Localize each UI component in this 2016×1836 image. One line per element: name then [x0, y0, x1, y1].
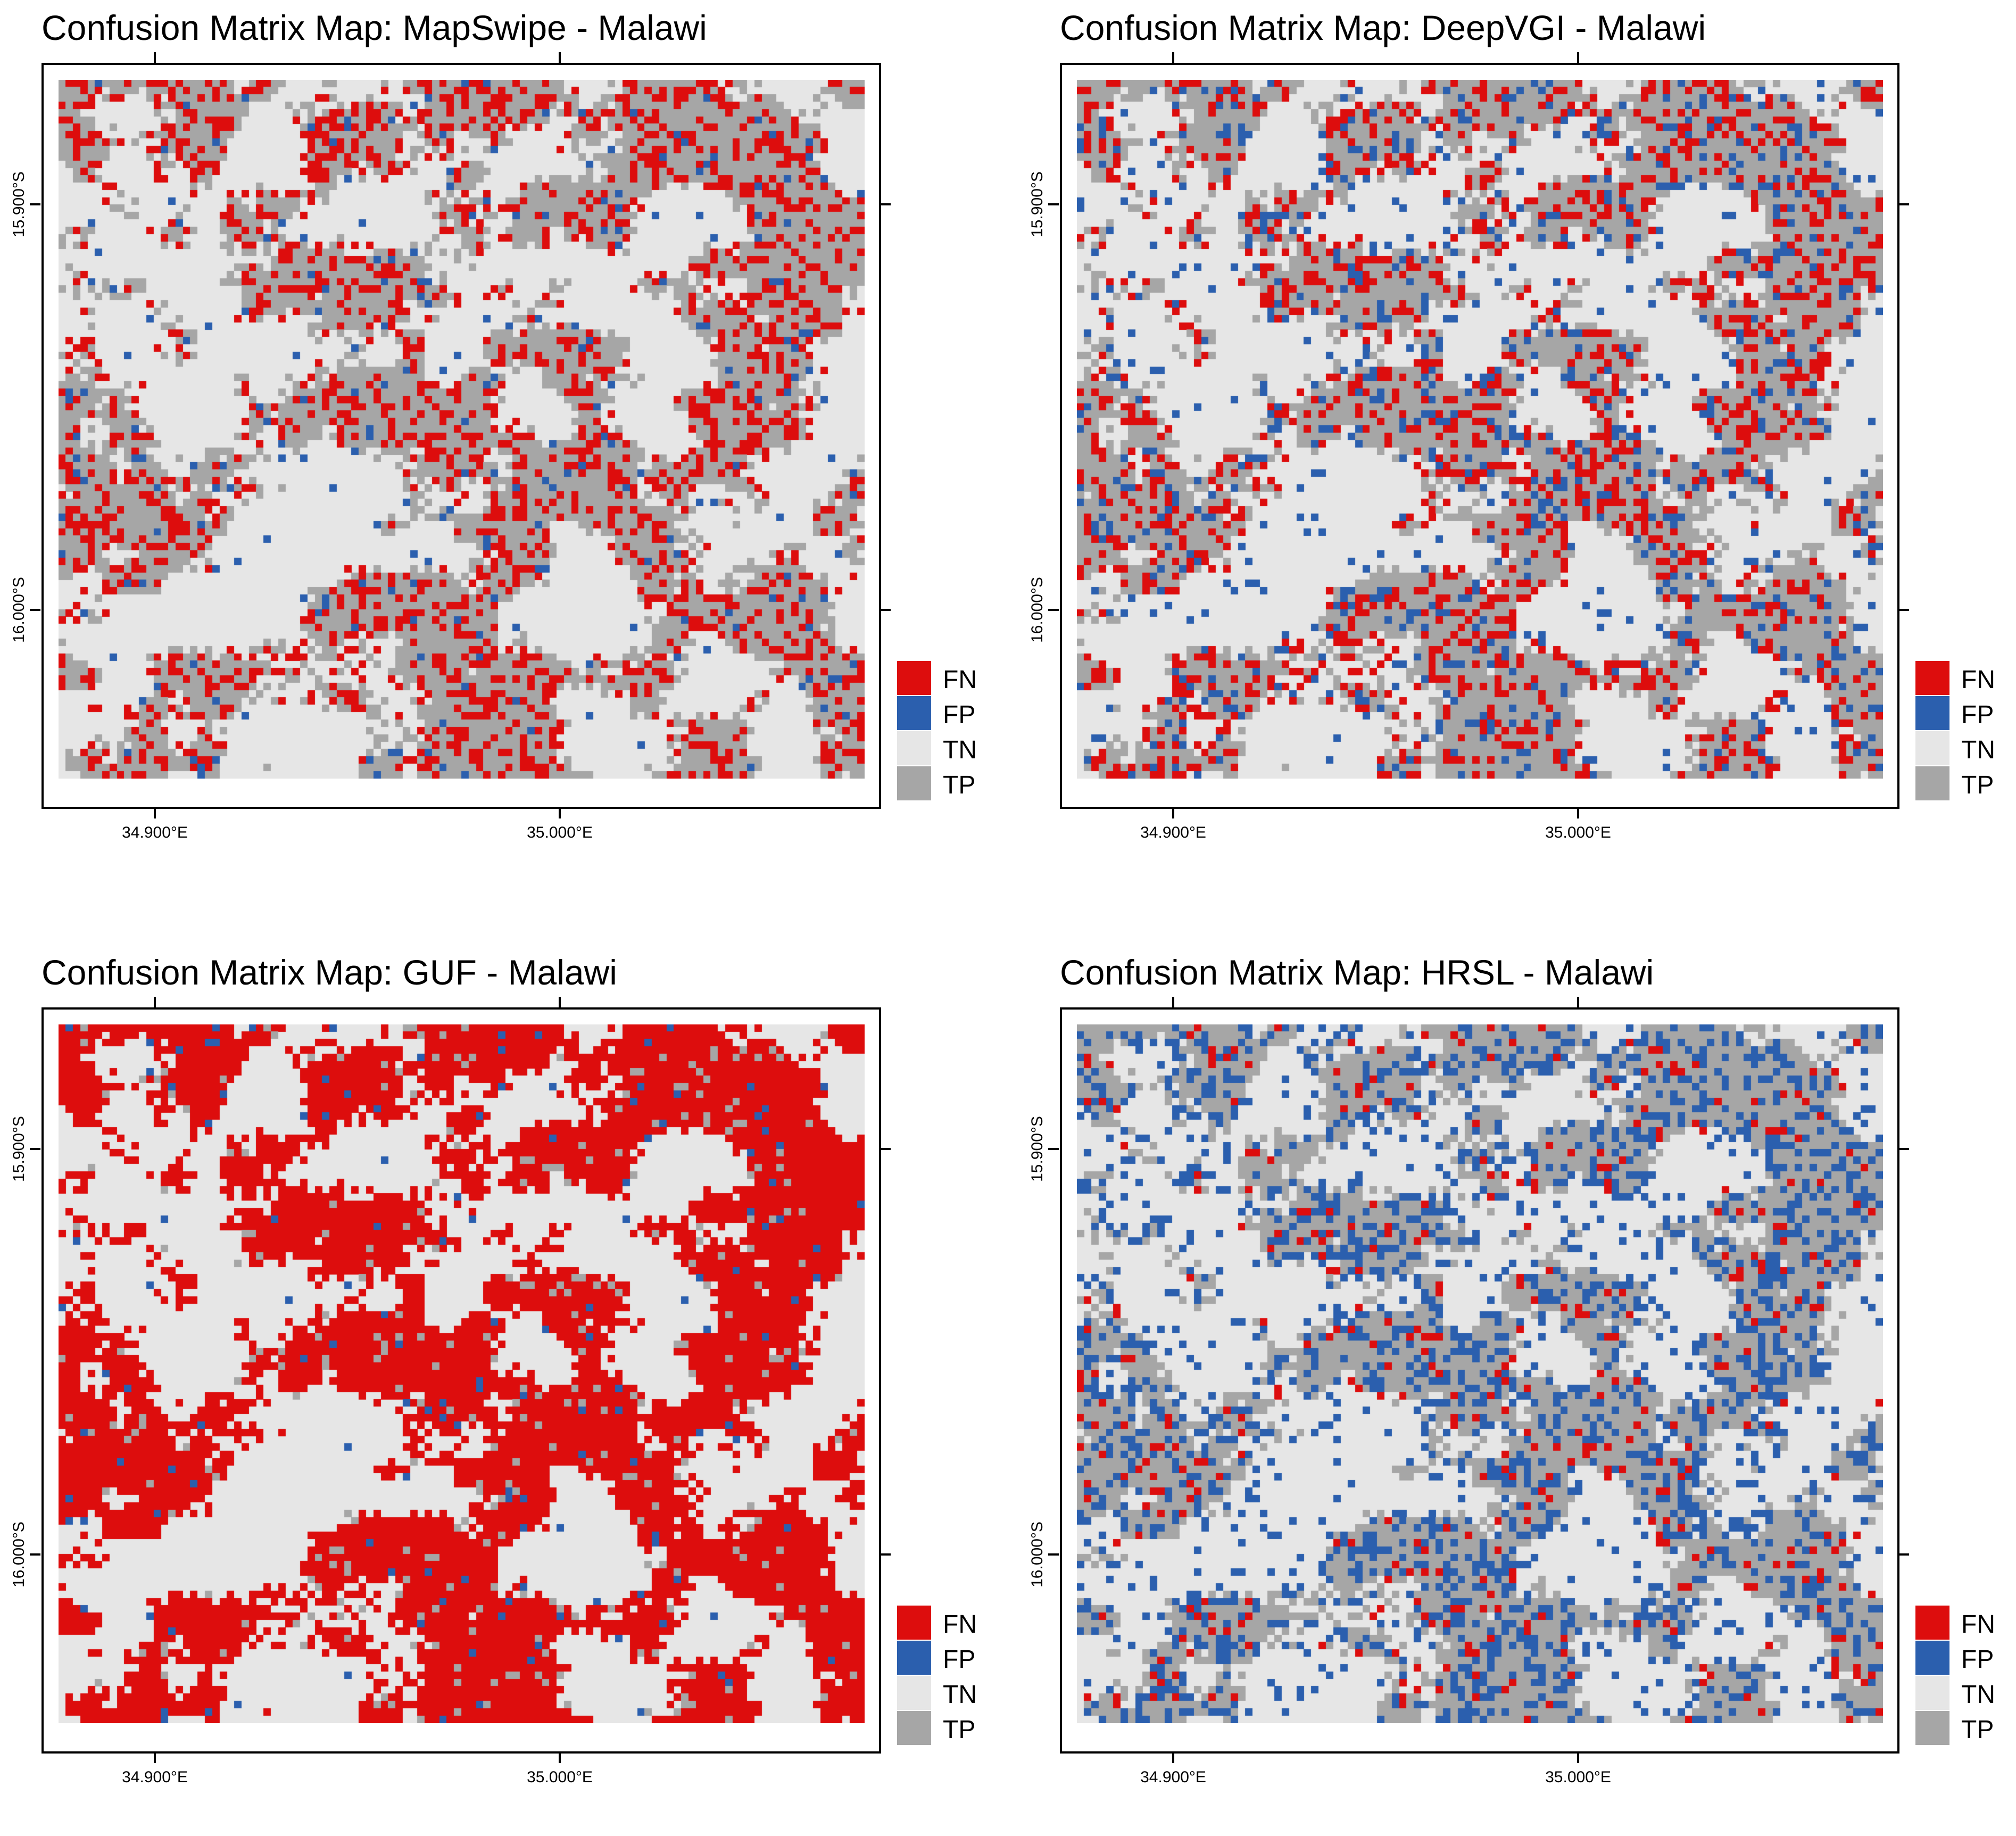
y-tick-right: [1898, 1553, 1909, 1556]
x-axis-label: 34.900°E: [1140, 1768, 1206, 1786]
y-tick: [1048, 609, 1059, 611]
y-axis-label: 15.900°S: [1028, 171, 1046, 237]
y-tick-right: [1898, 1148, 1909, 1150]
legend-label: FP: [943, 701, 976, 729]
legend-swatch: [1915, 696, 1949, 730]
x-axis-label: 35.000°E: [527, 824, 593, 841]
x-axis-label: 35.000°E: [1545, 824, 1611, 841]
legend-swatch: [1915, 1711, 1949, 1745]
legend-swatch: [897, 1711, 931, 1745]
x-tick: [154, 1752, 156, 1763]
legend-swatch: [897, 1676, 931, 1710]
legend-label: TN: [943, 736, 977, 764]
x-tick: [559, 1752, 561, 1763]
y-axis-label: 15.900°S: [10, 171, 28, 237]
y-tick: [30, 1148, 40, 1150]
legend-label: FN: [1961, 1610, 1995, 1639]
legend-label: FN: [1961, 666, 1995, 694]
map-panel-mapswipe: Confusion Matrix Map: MapSwipe - Malawi …: [0, 0, 1008, 891]
x-tick-top: [559, 997, 561, 1007]
y-tick: [1048, 1148, 1059, 1150]
x-tick: [1172, 1752, 1174, 1763]
y-tick-right: [880, 1148, 891, 1150]
legend-swatch: [1915, 661, 1949, 695]
legend-label: FP: [1961, 1645, 1994, 1674]
legend-swatch: [897, 661, 931, 695]
x-tick-top: [559, 52, 561, 63]
confusion-matrix-map: [1077, 1024, 1883, 1723]
legend-swatch: [1915, 731, 1949, 765]
map-frame: [42, 63, 881, 809]
legend-swatch: [897, 731, 931, 765]
x-axis-label: 34.900°E: [122, 1768, 188, 1786]
y-tick: [1048, 203, 1059, 205]
x-tick-top: [1172, 52, 1174, 63]
y-tick-right: [1898, 203, 1909, 205]
legend-swatch: [897, 696, 931, 730]
x-tick: [1577, 1752, 1579, 1763]
confusion-matrix-map: [59, 80, 865, 779]
legend-swatch: [1915, 1676, 1949, 1710]
legend-label: TP: [1961, 771, 1994, 799]
x-tick: [1172, 808, 1174, 818]
x-axis-label: 34.900°E: [1140, 824, 1206, 841]
legend-label: TP: [1961, 1716, 1994, 1744]
y-tick: [30, 609, 40, 611]
legend-label: FN: [943, 1610, 977, 1639]
x-tick-top: [154, 997, 156, 1007]
y-axis-label: 15.900°S: [1028, 1116, 1046, 1182]
y-tick: [30, 203, 40, 205]
legend-label: TN: [1961, 1681, 1995, 1709]
x-axis-label: 35.000°E: [1545, 1768, 1611, 1786]
y-axis-label: 16.000°S: [1028, 1521, 1046, 1587]
legend-swatch: [897, 1606, 931, 1640]
y-tick-right: [880, 203, 891, 205]
legend-label: FP: [943, 1645, 976, 1674]
x-tick-top: [1577, 52, 1579, 63]
legend-label: TP: [943, 1716, 976, 1744]
x-axis-label: 35.000°E: [527, 1768, 593, 1786]
legend-swatch: [897, 766, 931, 800]
x-tick-top: [154, 52, 156, 63]
legend-swatch: [1915, 1606, 1949, 1640]
y-tick-right: [1898, 609, 1909, 611]
x-tick: [154, 808, 156, 818]
x-tick-top: [1172, 997, 1174, 1007]
map-frame: [1060, 1007, 1899, 1754]
legend-label: FN: [943, 666, 977, 694]
y-tick: [30, 1553, 40, 1556]
x-axis-label: 34.900°E: [122, 824, 188, 841]
legend-label: TN: [1961, 736, 1995, 764]
map-frame: [42, 1007, 881, 1754]
y-axis-label: 16.000°S: [1028, 577, 1046, 643]
x-tick: [1577, 808, 1579, 818]
confusion-matrix-map: [1077, 80, 1883, 779]
map-panel-deepvgi: Confusion Matrix Map: DeepVGI - Malawi 1…: [1018, 0, 2016, 891]
legend-swatch: [1915, 766, 1949, 800]
y-axis-label: 15.900°S: [10, 1116, 28, 1182]
legend-label: TP: [943, 771, 976, 799]
y-tick: [1048, 1553, 1059, 1556]
x-tick: [559, 808, 561, 818]
y-axis-label: 16.000°S: [10, 577, 28, 643]
x-tick-top: [1577, 997, 1579, 1007]
map-frame: [1060, 63, 1899, 809]
legend-swatch: [1915, 1641, 1949, 1675]
panel-title: Confusion Matrix Map: DeepVGI - Malawi: [1060, 8, 1706, 47]
y-tick-right: [880, 1553, 891, 1556]
confusion-matrix-map: [59, 1024, 865, 1723]
map-panel-guf: Confusion Matrix Map: GUF - Malawi 15.90…: [0, 945, 1008, 1836]
panel-title: Confusion Matrix Map: GUF - Malawi: [42, 953, 617, 992]
legend-label: TN: [943, 1681, 977, 1709]
legend-swatch: [897, 1641, 931, 1675]
y-axis-label: 16.000°S: [10, 1521, 28, 1587]
map-panel-hrsl: Confusion Matrix Map: HRSL - Malawi 15.9…: [1018, 945, 2016, 1836]
y-tick-right: [880, 609, 891, 611]
panel-title: Confusion Matrix Map: MapSwipe - Malawi: [42, 8, 707, 47]
panel-title: Confusion Matrix Map: HRSL - Malawi: [1060, 953, 1654, 992]
legend-label: FP: [1961, 701, 1994, 729]
